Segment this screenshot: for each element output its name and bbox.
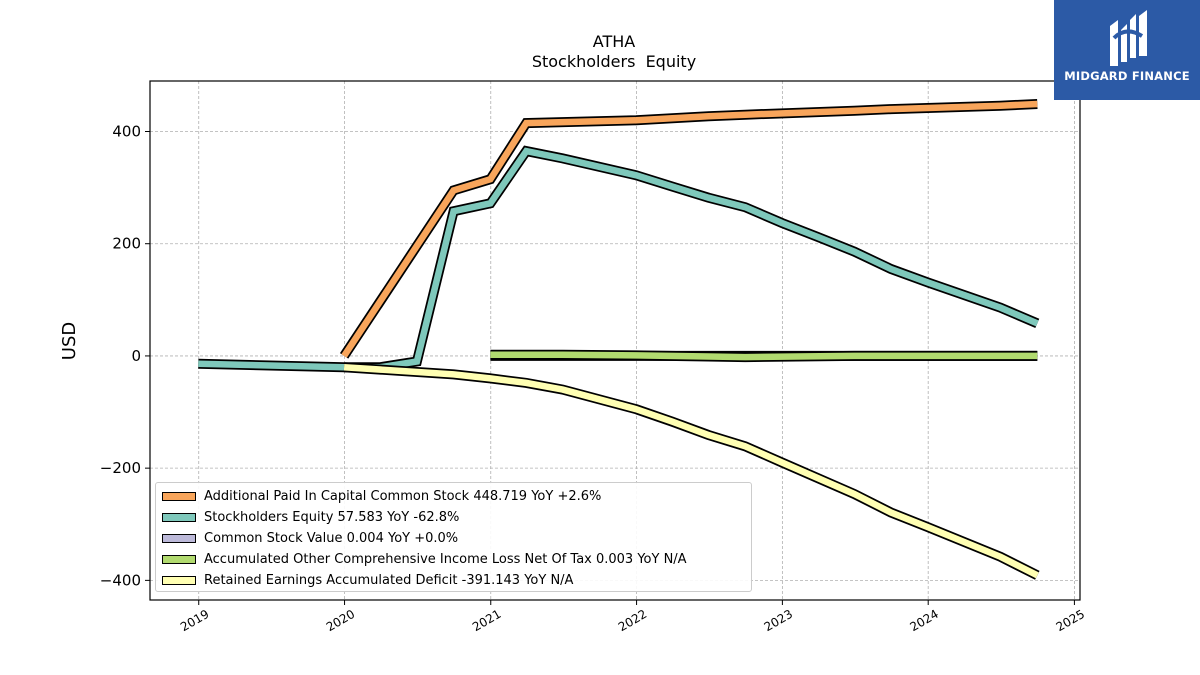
series-outline (198, 145, 1040, 373)
legend-label: Additional Paid In Capital Common Stock … (204, 488, 602, 504)
x-tick-label: 2019 (178, 607, 211, 634)
series-line (341, 100, 1038, 358)
x-tick-label: 2025 (1054, 607, 1087, 634)
legend-entry: Common Stock Value 0.004 YoY +0.0% (162, 529, 458, 547)
legend-label: Retained Earnings Accumulated Deficit -3… (204, 572, 574, 588)
legend-swatch (162, 512, 196, 522)
plot-frame (149, 80, 1081, 601)
series-line (198, 147, 1039, 371)
legend-swatch (162, 554, 196, 564)
legend-swatch (162, 533, 196, 543)
series-lines (198, 99, 1040, 580)
series-line (490, 351, 1038, 361)
series-line (343, 363, 1039, 579)
legend-label: Common Stock Value 0.004 YoY +0.0% (204, 530, 459, 546)
x-tick-label: 2024 (907, 607, 940, 634)
legend-swatch (162, 491, 196, 501)
x-tick-label: 2023 (762, 607, 795, 634)
logo-mark-icon (1110, 10, 1147, 66)
legend-entry: Retained Earnings Accumulated Deficit -3… (162, 571, 573, 589)
y-tick-label: −200 (100, 459, 141, 477)
x-tick-label: 2022 (616, 607, 649, 634)
x-tick-label: 2020 (324, 607, 357, 634)
legend-label: Stockholders Equity 57.583 YoY -62.8% (204, 509, 460, 525)
legend-swatch (162, 575, 196, 585)
x-tick-label: 2021 (470, 607, 503, 634)
y-tick-label: 400 (112, 122, 141, 140)
chart-title: ATHA (593, 32, 636, 51)
y-tick-label: −400 (100, 571, 141, 589)
y-axis-label: USD (59, 322, 80, 360)
chart-subtitle: Stockholders Equity (532, 52, 696, 71)
legend-entry: Stockholders Equity 57.583 YoY -62.8% (162, 508, 459, 526)
legend-label: Accumulated Other Comprehensive Income L… (204, 551, 687, 567)
legend-entry: Accumulated Other Comprehensive Income L… (162, 550, 687, 568)
y-tick-label: 200 (112, 235, 141, 253)
midgard-finance-logo: MIDGARD FINANCE (1054, 0, 1200, 100)
legend-entry: Additional Paid In Capital Common Stock … (162, 487, 601, 505)
legend: Additional Paid In Capital Common Stock … (155, 482, 752, 592)
y-tick-label: 0 (131, 347, 141, 365)
logo-text: MIDGARD FINANCE (1064, 69, 1190, 83)
